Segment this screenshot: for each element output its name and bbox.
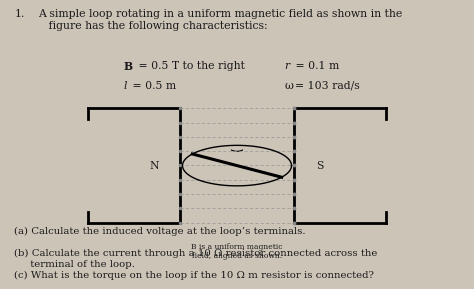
Text: r: r — [284, 61, 290, 71]
Text: (c) What is the torque on the loop if the 10 Ω m resistor is connected?: (c) What is the torque on the loop if th… — [14, 271, 374, 281]
Text: 1.: 1. — [14, 9, 25, 19]
Text: B: B — [123, 61, 132, 72]
Text: ω: ω — [284, 81, 293, 91]
Text: l: l — [123, 81, 127, 91]
Text: = 0.5 m: = 0.5 m — [129, 81, 176, 91]
Text: (a) Calculate the induced voltage at the loop’s terminals.: (a) Calculate the induced voltage at the… — [14, 227, 306, 236]
Text: = 0.1 m: = 0.1 m — [292, 61, 339, 71]
Text: (b) Calculate the current through a 10 Ω resistor connected across the
     term: (b) Calculate the current through a 10 Ω… — [14, 249, 378, 269]
Text: B is a uniform magnetic
field, aligned as shown.: B is a uniform magnetic field, aligned a… — [191, 243, 283, 260]
Text: = 0.5 T to the right: = 0.5 T to the right — [135, 61, 245, 71]
Text: N: N — [149, 161, 159, 171]
Text: = 103 rad/s: = 103 rad/s — [295, 81, 360, 91]
Text: S: S — [316, 161, 324, 171]
Text: A simple loop rotating in a uniform magnetic field as shown in the
   figure has: A simple loop rotating in a uniform magn… — [38, 9, 402, 32]
